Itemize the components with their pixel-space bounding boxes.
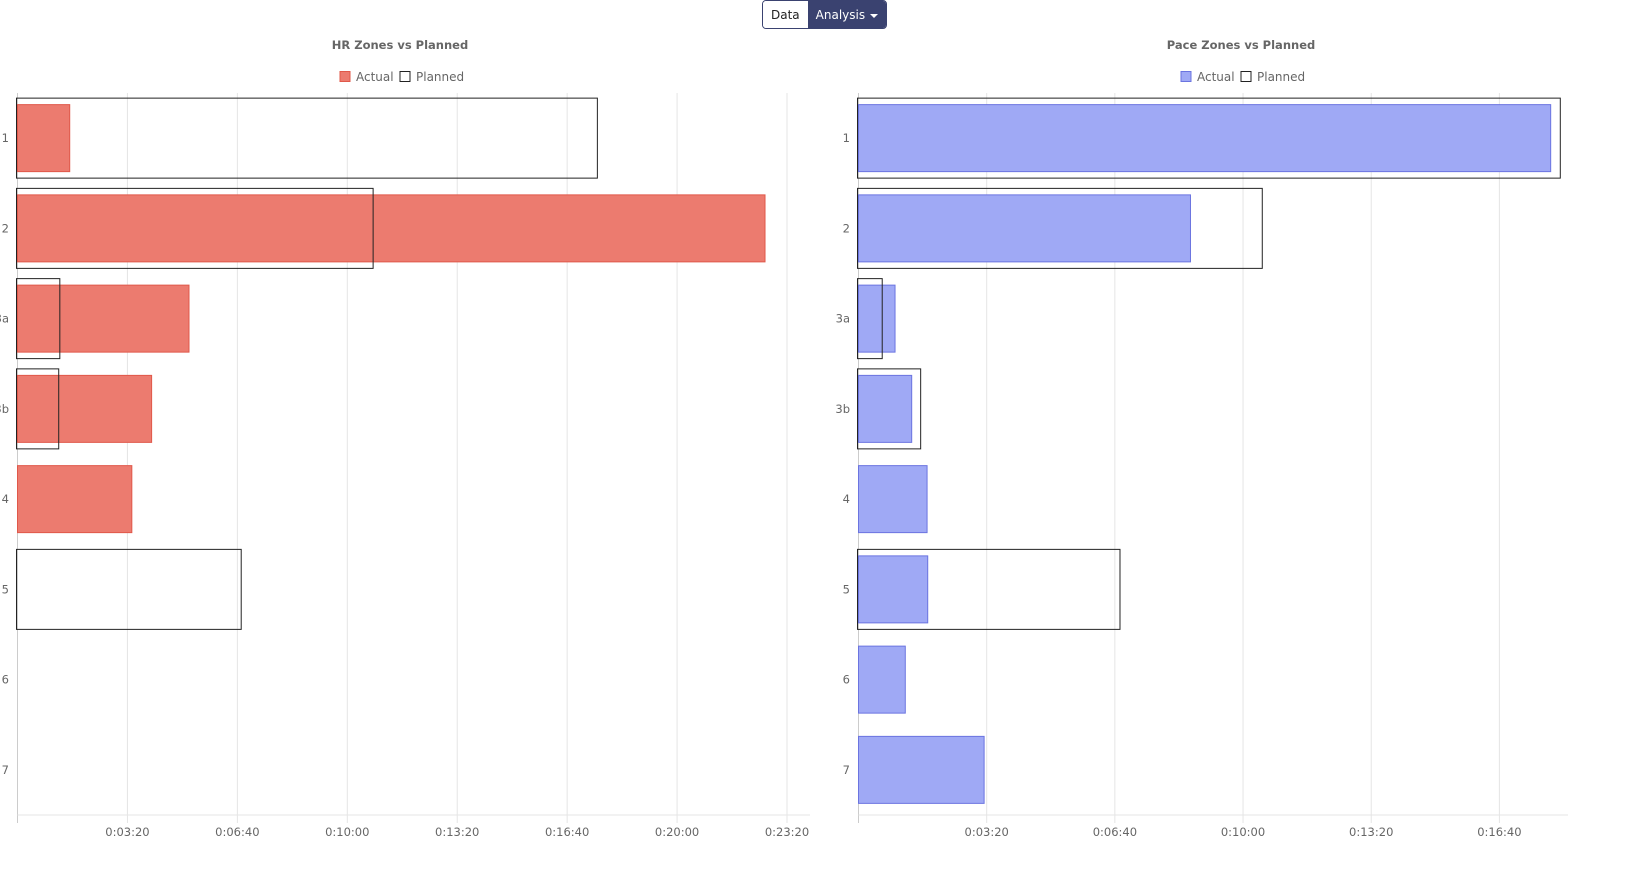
x-tick-label: 0:16:40: [1477, 825, 1521, 839]
legend-label-planned: Planned: [1257, 70, 1305, 84]
y-tick-label-3b: 3b: [835, 402, 850, 416]
legend-label-actual: Actual: [356, 70, 394, 84]
legend-swatch-actual: [1180, 71, 1192, 82]
x-tick-label: 0:13:20: [435, 825, 479, 839]
bar-actual-6: [858, 645, 906, 714]
bar-planned-5: [16, 548, 242, 630]
bar-planned-3a: [16, 278, 61, 360]
bar-actual-4: [17, 465, 133, 534]
x-tick-label: 0:06:40: [1093, 825, 1137, 839]
bar-planned-1: [16, 97, 598, 179]
bar-planned-5: [857, 548, 1121, 630]
bar-planned-2: [16, 187, 374, 269]
y-tick-label-1: 1: [2, 131, 9, 145]
bar-actual-3b: [17, 374, 153, 443]
chart-title: HR Zones vs Planned: [332, 38, 468, 52]
bar-actual-1: [858, 104, 1552, 173]
y-tick-label-3a: 3a: [836, 312, 850, 326]
bar-actual-3b: [858, 374, 913, 443]
bar-actual-4: [858, 465, 928, 534]
y-tick-label-5: 5: [843, 582, 850, 596]
chart-title: Pace Zones vs Planned: [1167, 38, 1315, 52]
bar-actual-5: [858, 555, 929, 624]
bar-actual-3a: [858, 284, 896, 353]
x-tick-label: 0:10:00: [325, 825, 369, 839]
bar-actual-7: [858, 735, 985, 804]
bar-planned-3a: [857, 278, 883, 360]
bar-planned-1: [857, 97, 1561, 179]
x-tick-label: 0:10:00: [1221, 825, 1265, 839]
caret-down-icon: [870, 13, 879, 18]
y-tick-label-7: 7: [843, 763, 850, 777]
analysis-dropdown-button[interactable]: Analysis: [807, 1, 887, 28]
analysis-label: Analysis: [815, 7, 866, 22]
y-tick-label-7: 7: [2, 763, 9, 777]
x-tick-label: 0:03:20: [105, 825, 149, 839]
legend-swatch-actual: [339, 71, 351, 82]
y-tick-label-4: 4: [2, 492, 9, 506]
bar-actual-2: [17, 194, 766, 263]
x-tick-label: 0:23:20: [765, 825, 809, 839]
y-tick-label-5: 5: [2, 582, 9, 596]
y-tick-label-6: 6: [2, 673, 9, 687]
bar-planned-3b: [857, 368, 922, 450]
x-tick-label: 0:03:20: [965, 825, 1009, 839]
x-tick-label: 0:16:40: [545, 825, 589, 839]
y-tick-label-2: 2: [2, 221, 9, 235]
data-button[interactable]: Data: [763, 1, 808, 28]
x-tick-label: 0:06:40: [215, 825, 259, 839]
bar-actual-2: [858, 194, 1191, 263]
x-tick-label: 0:20:00: [655, 825, 699, 839]
bar-planned-3b: [16, 368, 60, 450]
legend-label-actual: Actual: [1197, 70, 1235, 84]
x-tick-label: 0:13:20: [1349, 825, 1393, 839]
legend-swatch-planned: [1240, 71, 1252, 82]
view-toggle: Data Analysis: [762, 0, 888, 29]
y-tick-label-6: 6: [843, 673, 850, 687]
bar-planned-2: [857, 187, 1263, 269]
legend-swatch-planned: [399, 71, 411, 82]
bar-actual-1: [17, 104, 71, 173]
bar-actual-3a: [17, 284, 190, 353]
y-tick-label-2: 2: [843, 221, 850, 235]
y-tick-label-4: 4: [843, 492, 850, 506]
y-tick-label-1: 1: [843, 131, 850, 145]
y-tick-label-3a: 3a: [0, 312, 9, 326]
y-tick-label-3b: 3b: [0, 402, 9, 416]
legend-label-planned: Planned: [416, 70, 464, 84]
